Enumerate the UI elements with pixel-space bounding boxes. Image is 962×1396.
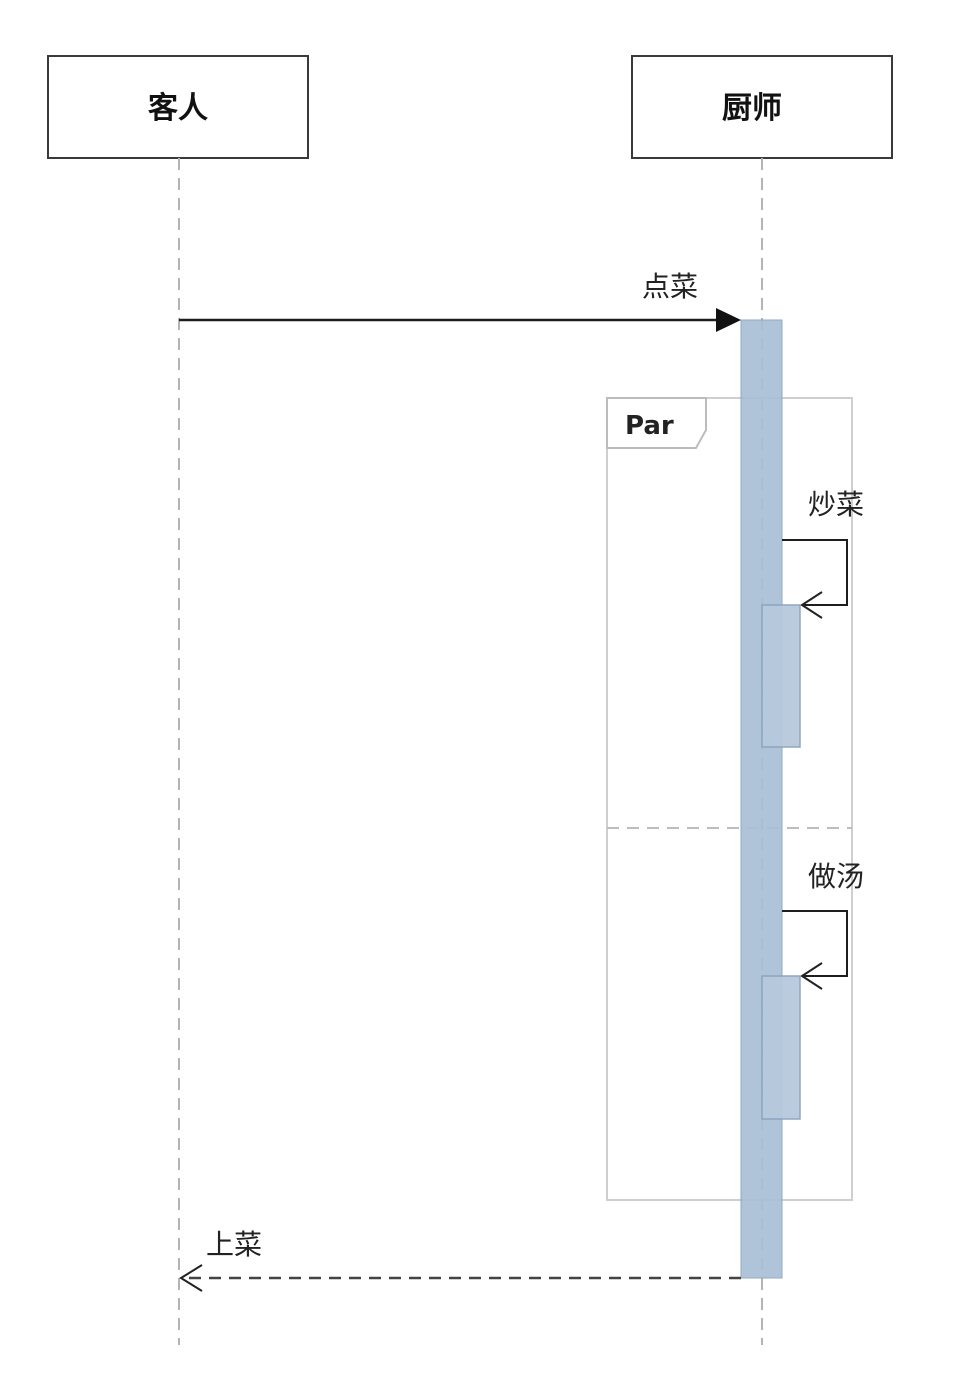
participant-chef-label: 厨师: [722, 91, 782, 126]
message-serve-label: 上菜: [206, 1228, 262, 1261]
message-stir-fry-arrowhead: [800, 591, 823, 619]
chef-activation-bar: [740, 319, 783, 1279]
message-serve: 上菜: [179, 1228, 741, 1292]
participant-chef-box: [631, 55, 893, 159]
message-stir-fry: 炒菜: [761, 488, 864, 748]
message-serve-arrowhead: [179, 1264, 203, 1292]
par-fragment-tab: [606, 397, 707, 449]
message-soup-label: 做汤: [808, 860, 864, 893]
participant-customer: 客人: [47, 55, 309, 159]
message-soup: 做汤: [761, 860, 864, 1120]
stir-fry-activation-bar: [761, 604, 801, 748]
message-soup-arrowhead: [800, 962, 823, 990]
message-stir-fry-label: 炒菜: [808, 488, 864, 521]
message-order-arrowhead: [716, 308, 741, 332]
message-order: 点菜: [179, 270, 741, 332]
message-stir-fry-line: [782, 539, 848, 606]
message-order-label: 点菜: [642, 270, 698, 303]
participant-chef: 厨师: [631, 55, 893, 159]
par-fragment-frame: [606, 397, 853, 1201]
par-fragment-label: Par: [625, 411, 674, 441]
participant-customer-box: [47, 55, 309, 159]
soup-activation-bar: [761, 975, 801, 1120]
participant-customer-label: 客人: [148, 91, 208, 126]
par-fragment: Par: [606, 397, 853, 1201]
message-soup-line: [782, 910, 848, 977]
